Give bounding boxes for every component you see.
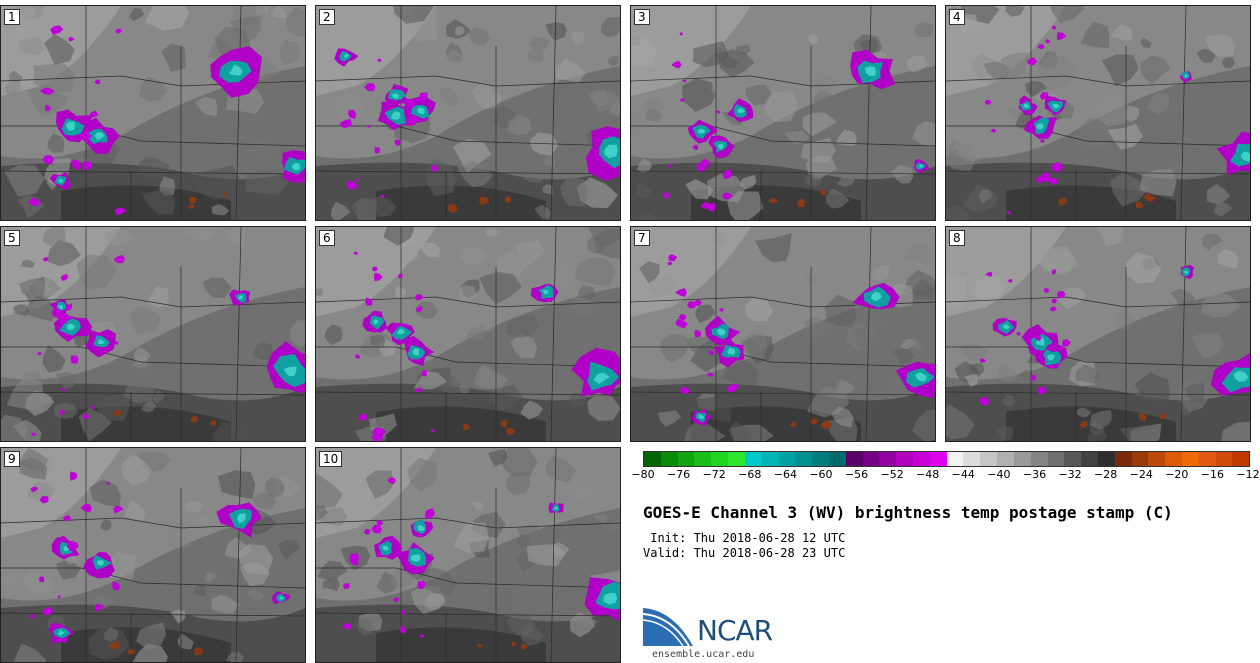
water-vapor-map (1, 448, 305, 662)
stamp-number: 1 (4, 9, 20, 25)
postage-stamp-2: 2 (315, 5, 621, 221)
water-vapor-map (946, 227, 1250, 441)
colorbar-swatch (946, 452, 964, 466)
colorbar-swatch (1064, 452, 1082, 466)
colorbar-tick-label: −72 (702, 468, 726, 481)
colorbar-tick-label: −36 (1022, 468, 1047, 481)
stamp-number: 3 (634, 9, 650, 25)
colorbar-swatch (879, 452, 897, 466)
postage-stamp-6: 6 (315, 226, 621, 442)
colorbar-swatch (1148, 452, 1166, 466)
colorbar-swatch (980, 452, 998, 466)
postage-stamp-7: 7 (630, 226, 936, 442)
init-time: Init: Thu 2018-06-28 12 UTC (643, 531, 846, 545)
water-vapor-map (316, 6, 620, 220)
colorbar-swatch (694, 452, 712, 466)
postage-stamp-4: 4 (945, 5, 1251, 221)
colorbar-swatch (862, 452, 880, 466)
colorbar-swatch (1182, 452, 1199, 466)
logo-wordmark: NCAR (697, 614, 773, 647)
colorbar-swatch (644, 452, 661, 466)
colorbar-tick-label: −52 (880, 468, 904, 481)
colorbar-swatch (1198, 452, 1216, 466)
colorbar-tick-labels: −80 −76 −72 −68 −64 −60 −56 −52 −48 −44 −40 −36 −32−… (631, 468, 1259, 482)
colorbar-swatch (744, 452, 762, 466)
colorbar-tick-label: −68 (738, 468, 762, 481)
colorbar-swatch (896, 452, 913, 466)
stamp-number: 10 (319, 451, 343, 467)
water-vapor-map (946, 6, 1250, 220)
colorbar-swatch (677, 452, 695, 466)
colorbar-tick-label: −16 (1200, 468, 1225, 481)
colorbar-tick-label: −20 (1165, 468, 1189, 481)
water-vapor-map (316, 227, 620, 441)
colorbar (643, 451, 1250, 467)
colorbar-swatch (778, 452, 796, 466)
logo-url[interactable]: ensemble.ucar.edu (652, 649, 755, 660)
colorbar-tick-label: −12 (1236, 468, 1260, 481)
postage-stamp-8: 8 (945, 226, 1251, 442)
colorbar-tick-label: −48 (916, 468, 940, 481)
colorbar-tick-label: −56 (844, 468, 869, 481)
colorbar-swatch (1030, 452, 1048, 466)
water-vapor-map (631, 227, 935, 441)
colorbar-swatch (828, 452, 846, 466)
postage-stamp-3: 3 (630, 5, 936, 221)
colorbar-swatch (795, 452, 813, 466)
postage-stamp-10: 10 (315, 447, 621, 663)
colorbar-tick-label: −24 (1129, 468, 1153, 481)
colorbar-swatch (929, 452, 947, 466)
colorbar-tick-label: −80 (631, 468, 655, 481)
colorbar-swatch (1114, 452, 1132, 466)
water-vapor-map (316, 448, 620, 662)
stamp-number: 7 (634, 230, 650, 246)
colorbar-swatch (1165, 452, 1182, 466)
water-vapor-map (631, 6, 935, 220)
colorbar-tick-label: −28 (1094, 468, 1118, 481)
colorbar-tick-label: −32 (1058, 468, 1082, 481)
stamp-number: 9 (4, 451, 20, 467)
colorbar-tick-label: −40 (987, 468, 1011, 481)
valid-time: Valid: Thu 2018-06-28 23 UTC (643, 546, 846, 560)
ncar-logo-icon (643, 608, 693, 647)
water-vapor-map (1, 227, 305, 441)
stamp-number: 6 (319, 230, 335, 246)
water-vapor-map (1, 6, 305, 220)
colorbar-tick-label: −76 (666, 468, 691, 481)
colorbar-swatch (1047, 452, 1065, 466)
colorbar-swatch (1215, 452, 1233, 466)
postage-stamp-9: 9 (0, 447, 306, 663)
colorbar-swatch (963, 452, 981, 466)
colorbar-swatch (1131, 452, 1149, 466)
stamp-number: 2 (319, 9, 335, 25)
colorbar-swatch (1232, 452, 1250, 466)
colorbar-swatch (997, 452, 1014, 466)
colorbar-tick-label: −64 (773, 468, 797, 481)
colorbar-swatch (1097, 452, 1115, 466)
postage-stamp-1: 1 (0, 5, 306, 221)
colorbar-tick-label: −60 (809, 468, 833, 481)
stamp-number: 5 (4, 230, 20, 246)
colorbar-swatch (1081, 452, 1098, 466)
colorbar-swatch (728, 452, 745, 466)
stamp-number: 4 (949, 9, 965, 25)
colorbar-swatch (660, 452, 678, 466)
colorbar-swatch (761, 452, 779, 466)
colorbar-tick-label: −44 (951, 468, 975, 481)
colorbar-swatch (812, 452, 829, 466)
colorbar-swatch (845, 452, 863, 466)
colorbar-swatch (711, 452, 729, 466)
colorbar-swatch (1013, 452, 1031, 466)
colorbar-swatch (913, 452, 930, 466)
page-title: GOES-E Channel 3 (WV) brightness temp po… (643, 503, 1173, 522)
stamp-number: 8 (949, 230, 965, 246)
postage-stamp-5: 5 (0, 226, 306, 442)
